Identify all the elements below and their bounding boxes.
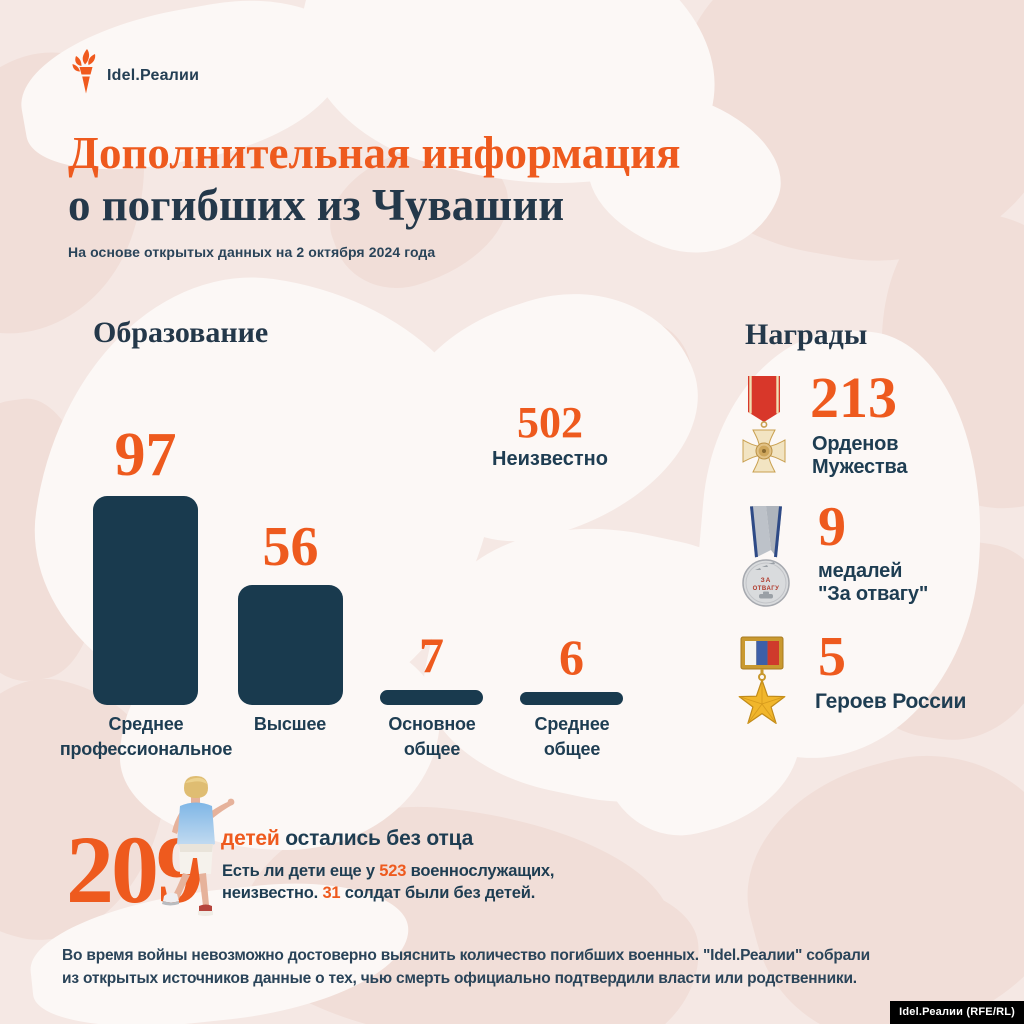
torch-logo-icon — [72, 49, 96, 94]
brand-logo: Idel.Реалии — [70, 48, 199, 94]
bar-srednee-professionalnoe — [93, 496, 198, 705]
label-line: Орденов — [812, 433, 899, 455]
label-line: профессиональное — [59, 739, 233, 759]
running-child-photo — [162, 776, 235, 916]
note-text: Есть ли дети еще у — [222, 862, 380, 880]
bar-label-vysshee: Высшее — [200, 712, 380, 737]
children-headline-highlight: детей — [221, 827, 280, 850]
svg-text:ОТВАГУ: ОТВАГУ — [753, 586, 780, 592]
page-subtitle: На основе открытых данных на 2 октября 2… — [68, 244, 436, 260]
page-title-line1: Дополнительная информация — [68, 128, 681, 178]
label-line: Среднее — [108, 714, 184, 734]
label-line: общее — [403, 739, 461, 759]
footer-line: Во время войны невозможно достоверно выя… — [62, 947, 870, 964]
unknown-label: Неизвестно — [492, 448, 608, 470]
award-value-order-of-courage: 213 — [810, 365, 897, 430]
award-label-za-otvagu: медалей "За отвагу" — [818, 560, 928, 606]
bar-group-osnovnoe-obshchee: 7 — [380, 400, 483, 705]
bar-value: 7 — [419, 626, 444, 683]
label-line: "За отвагу" — [818, 583, 929, 605]
footer-line: из открытых источников данные о тех, чью… — [62, 970, 857, 987]
note-text: военнослужащих, — [406, 862, 555, 880]
label-line: Героев России — [815, 690, 967, 713]
note-number: 31 — [322, 884, 341, 902]
unknown-education-stat: 502 Неизвестно — [485, 400, 615, 471]
hero-of-russia-star-icon — [738, 636, 786, 725]
bar-value: 97 — [114, 421, 177, 490]
label-line: Мужества — [812, 456, 908, 478]
award-value-za-otvagu: 9 — [818, 496, 846, 558]
svg-text:ЗА: ЗА — [761, 577, 772, 584]
note-text: неизвестно. — [222, 884, 323, 902]
za-otvagu-medal-icon: ЗА ОТВАГУ — [742, 506, 790, 607]
order-of-courage-medal-icon — [742, 376, 786, 473]
bar-group-vysshee: 56 — [238, 400, 343, 705]
education-section-title: Образование — [93, 316, 269, 349]
bar-group-srednee-professionalnoe: 97 — [93, 400, 198, 705]
note-text: солдат были без детей. — [340, 884, 536, 902]
bar-srednee-obshchee — [520, 692, 623, 705]
unknown-value: 502 — [517, 398, 583, 447]
bar-vysshee — [238, 584, 343, 705]
note-number: 523 — [379, 862, 407, 880]
label-line: Высшее — [253, 714, 327, 734]
bar-label-srednee-professionalnoe: Среднее профессиональное — [56, 712, 236, 762]
children-note: Есть ли дети еще у 523 военнослужащих, н… — [222, 860, 554, 904]
award-value-hero-of-russia: 5 — [818, 626, 846, 688]
bar-label-osnovnoe-obshchee: Основное общее — [342, 712, 522, 762]
bar-osnovnoe-obshchee — [380, 689, 483, 705]
awards-section-title: Награды — [745, 318, 868, 351]
page-title-line2: о погибших из Чувашии — [68, 180, 565, 230]
children-headline-rest: остались без отца — [279, 827, 474, 850]
bar-value: 56 — [262, 515, 319, 578]
label-line: Основное — [388, 714, 476, 734]
label-line: общее — [543, 739, 601, 759]
bar-value: 6 — [559, 629, 584, 685]
footer-disclaimer: Во время войны невозможно достоверно выя… — [62, 944, 870, 990]
brand-logo-text: Idel.Реалии — [107, 67, 200, 84]
bar-label-srednee-obshchee: Среднее общее — [482, 712, 662, 762]
label-line: медалей — [818, 560, 903, 582]
label-line: Среднее — [534, 714, 610, 734]
source-badge: Idel.Реалии (RFE/RL) — [890, 1001, 1024, 1024]
award-label-hero-of-russia: Героев России — [815, 690, 966, 713]
award-label-order-of-courage: Орденов Мужества — [812, 433, 907, 479]
bar-group-srednee-obshchee: 6 — [520, 400, 623, 705]
children-headline: детей остались без отца — [221, 827, 473, 851]
